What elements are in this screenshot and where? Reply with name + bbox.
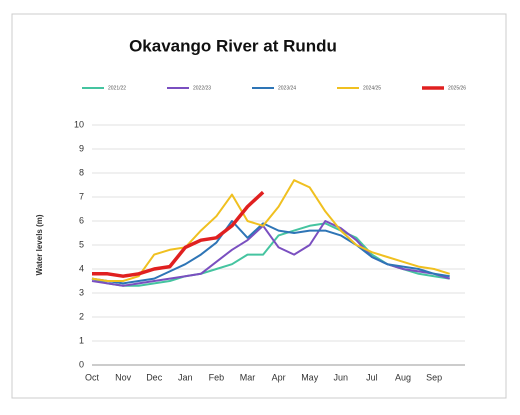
y-tick-label: 4 xyxy=(79,263,84,273)
y-tick-label: 7 xyxy=(79,191,84,201)
legend-label: 2022/23 xyxy=(193,85,211,91)
x-tick-label: Apr xyxy=(272,372,286,382)
x-tick-label: Nov xyxy=(115,372,132,382)
legend-label: 2021/22 xyxy=(108,85,126,91)
x-tick-label: Oct xyxy=(85,372,100,382)
series-line xyxy=(91,220,450,285)
series-line xyxy=(91,179,450,282)
y-tick-label: 3 xyxy=(79,287,84,297)
x-tick-label: Jul xyxy=(366,372,378,382)
x-tick-label: May xyxy=(301,372,319,382)
y-tick-label: 9 xyxy=(79,143,84,153)
x-tick-label: Feb xyxy=(209,372,225,382)
legend-label: 2025/26 xyxy=(448,85,466,91)
x-tick-label: Jun xyxy=(334,372,349,382)
y-tick-label: 6 xyxy=(79,215,84,225)
y-tick-label: 8 xyxy=(79,167,84,177)
x-tick-label: Jan xyxy=(178,372,193,382)
y-tick-label: 5 xyxy=(79,239,84,249)
y-tick-label: 0 xyxy=(79,359,84,369)
legend-label: 2024/25 xyxy=(363,85,381,91)
chart-title: Okavango River at Rundu xyxy=(129,36,337,55)
y-axis-label: Water levels (m) xyxy=(35,214,44,275)
y-tick-label: 2 xyxy=(79,311,84,321)
chart-frame xyxy=(11,13,507,399)
x-tick-label: Sep xyxy=(426,372,442,382)
y-tick-label: 1 xyxy=(79,335,84,345)
legend-label: 2023/24 xyxy=(278,85,296,91)
x-tick-label: Aug xyxy=(395,372,411,382)
x-tick-label: Dec xyxy=(146,372,163,382)
series-line xyxy=(92,190,265,278)
y-tick-label: 10 xyxy=(74,119,84,129)
x-tick-label: Mar xyxy=(240,372,256,382)
